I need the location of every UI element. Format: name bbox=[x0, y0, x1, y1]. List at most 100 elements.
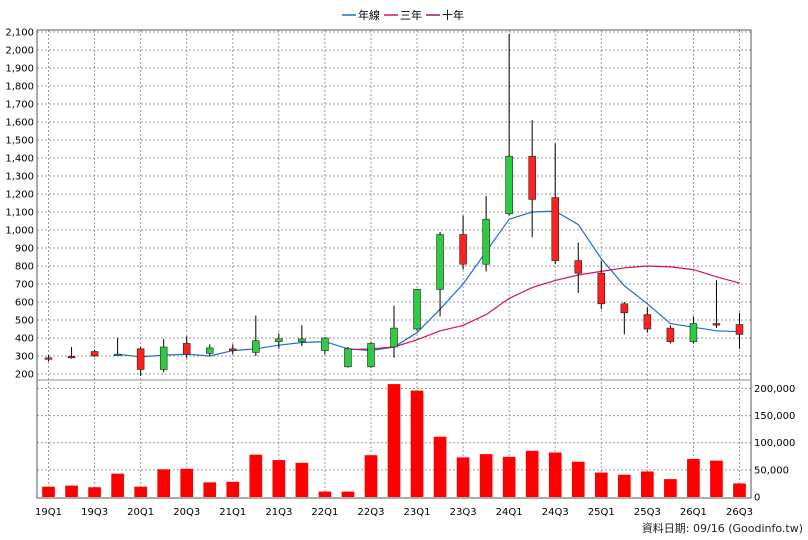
legend-label-three-year: 三年 bbox=[400, 8, 422, 22]
volume-bar bbox=[594, 472, 608, 497]
price-tick-label: 400 bbox=[15, 334, 34, 345]
x-axis: 19Q1 19Q3 20Q1 20Q3 21Q1 21Q3 22Q1 22Q3 23Q1 23Q3… bbox=[35, 507, 753, 518]
candle-body bbox=[620, 303, 629, 314]
series-line-三年 bbox=[347, 265, 740, 351]
volume-axis: 200,000 150,000 100,000 50,000 0 bbox=[754, 384, 795, 504]
volume-bar bbox=[548, 452, 562, 497]
x-tick-label: 25Q3 bbox=[634, 507, 661, 518]
x-tick-label: 21Q1 bbox=[219, 507, 246, 518]
price-tick-label: 1,900 bbox=[5, 64, 34, 75]
candle-body bbox=[252, 340, 260, 353]
volume-bar bbox=[456, 457, 470, 497]
candle-body bbox=[182, 343, 191, 355]
volume-bar bbox=[318, 491, 332, 497]
price-tick-label: 1,800 bbox=[5, 82, 34, 93]
candlesticks bbox=[44, 33, 744, 376]
price-axis: 2,100 2,000 1,900 1,800 1,700 1,600 1,500 1,400… bbox=[5, 28, 34, 381]
candle-body bbox=[505, 155, 513, 215]
volume-bar bbox=[111, 473, 124, 497]
candle-body bbox=[275, 338, 283, 342]
price-tick-label: 800 bbox=[15, 262, 34, 273]
price-tick-label: 1,600 bbox=[5, 118, 34, 129]
candle-body bbox=[67, 356, 76, 359]
candle-body bbox=[643, 314, 652, 330]
candle-body bbox=[436, 234, 444, 290]
candle-body bbox=[113, 353, 122, 357]
volume-tick-label: 50,000 bbox=[754, 465, 789, 476]
volume-bar bbox=[617, 474, 631, 497]
volume-bar bbox=[733, 483, 746, 497]
candle-body bbox=[712, 323, 721, 326]
x-tick-label: 23Q3 bbox=[450, 507, 477, 518]
volume-bar bbox=[571, 461, 585, 497]
footer-data-date: 資料日期: 09/16 (Goodinfo.tw) bbox=[642, 521, 803, 535]
volume-bar bbox=[502, 456, 516, 497]
volume-bar bbox=[364, 455, 378, 497]
candle-body bbox=[482, 218, 490, 265]
x-tick-label: 22Q1 bbox=[311, 507, 338, 518]
volume-bar bbox=[664, 479, 677, 497]
volume-bar bbox=[387, 384, 401, 497]
volume-bar bbox=[687, 459, 700, 497]
x-tick-label: 20Q3 bbox=[173, 507, 200, 518]
price-tick-label: 200 bbox=[15, 370, 34, 381]
candle-body bbox=[229, 348, 237, 351]
volume-bar bbox=[641, 471, 654, 497]
volume-bar bbox=[433, 436, 447, 497]
volume-bar bbox=[410, 390, 424, 497]
candle-body bbox=[136, 348, 145, 370]
price-tick-label: 1,100 bbox=[5, 208, 34, 219]
volume-bar bbox=[272, 460, 286, 497]
x-tick-label: 23Q1 bbox=[404, 507, 431, 518]
x-tick-label: 25Q1 bbox=[588, 507, 615, 518]
volume-bar bbox=[65, 485, 78, 497]
volume-bar bbox=[157, 469, 171, 497]
candle-body bbox=[666, 327, 675, 342]
volume-bar bbox=[710, 460, 723, 497]
candle-body bbox=[205, 347, 214, 354]
candle-body bbox=[390, 327, 398, 348]
x-tick-label: 19Q3 bbox=[81, 507, 108, 518]
price-tick-label: 300 bbox=[15, 352, 34, 363]
x-tick-label: 24Q3 bbox=[542, 507, 569, 518]
candle-body bbox=[689, 323, 698, 342]
candle-body bbox=[90, 351, 99, 357]
x-tick-label: 19Q1 bbox=[35, 507, 62, 518]
candle-body bbox=[528, 155, 536, 200]
price-tick-label: 2,000 bbox=[5, 46, 34, 57]
price-tick-label: 600 bbox=[15, 298, 34, 309]
candle-body bbox=[44, 357, 53, 360]
price-tick-label: 1,000 bbox=[5, 226, 34, 237]
volume-tick-label: 0 bbox=[754, 493, 760, 504]
price-tick-label: 500 bbox=[15, 316, 34, 327]
x-tick-label: 20Q1 bbox=[127, 507, 154, 518]
price-tick-label: 1,200 bbox=[5, 190, 34, 201]
candle-body bbox=[459, 234, 467, 265]
legend: 年線 三年 十年 bbox=[342, 8, 464, 22]
candle-body bbox=[367, 343, 375, 368]
volume-bar bbox=[88, 487, 101, 497]
series-line-年線 bbox=[117, 210, 740, 358]
candle-body bbox=[574, 260, 583, 274]
legend-label-annual: 年線 bbox=[358, 8, 380, 22]
price-tick-label: 1,500 bbox=[5, 136, 34, 147]
x-tick-label: 21Q3 bbox=[265, 507, 292, 518]
price-tick-label: 900 bbox=[15, 244, 34, 255]
x-tick-label: 26Q3 bbox=[726, 507, 753, 518]
volume-bar bbox=[295, 462, 309, 497]
x-tick-label: 24Q1 bbox=[496, 507, 523, 518]
candle-body bbox=[597, 272, 606, 305]
candle-body bbox=[551, 197, 559, 261]
volume-bar bbox=[525, 450, 539, 497]
price-tick-label: 1,700 bbox=[5, 100, 34, 111]
legend-label-ten-year: 十年 bbox=[442, 8, 464, 22]
x-tick-label: 22Q3 bbox=[357, 507, 384, 518]
x-tick-label: 26Q1 bbox=[680, 507, 707, 518]
moving-average-lines bbox=[117, 210, 740, 358]
candle-body bbox=[735, 324, 744, 335]
volume-tick-label: 150,000 bbox=[754, 411, 795, 422]
volume-bar bbox=[341, 491, 355, 497]
volume-bars bbox=[42, 384, 746, 497]
price-tick-label: 1,300 bbox=[5, 172, 34, 183]
